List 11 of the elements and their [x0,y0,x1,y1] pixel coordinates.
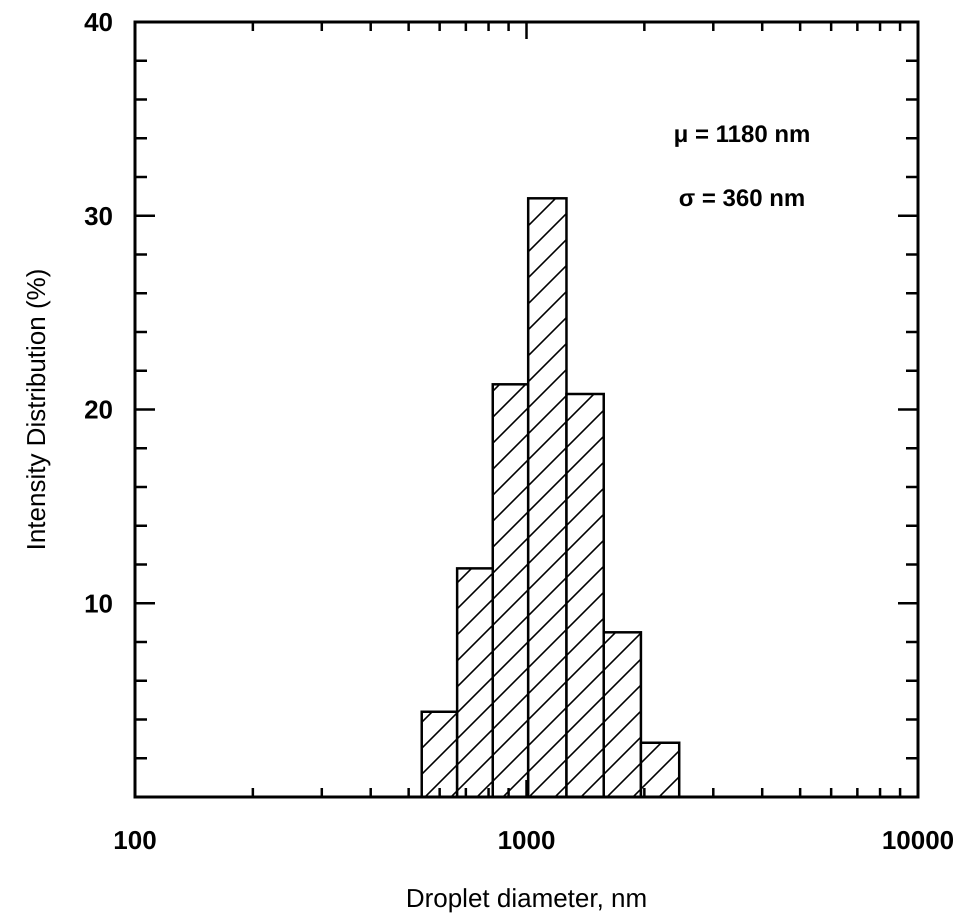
y-axis-title: Intensity Distribution (%) [21,268,51,550]
y-tick-label: 20 [84,394,113,424]
x-axis-title: Droplet diameter, nm [406,883,648,913]
y-tick-label: 10 [84,588,113,618]
x-tick-label: 1000 [498,825,556,855]
annotation: σ = 360 nm [678,185,806,212]
x-tick-label: 100 [113,825,157,855]
y-tick-label: 40 [84,7,113,37]
annotation: μ = 1180 nm [674,121,810,148]
x-tick-label: 10000 [882,825,954,855]
y-tick-label: 30 [84,200,113,231]
